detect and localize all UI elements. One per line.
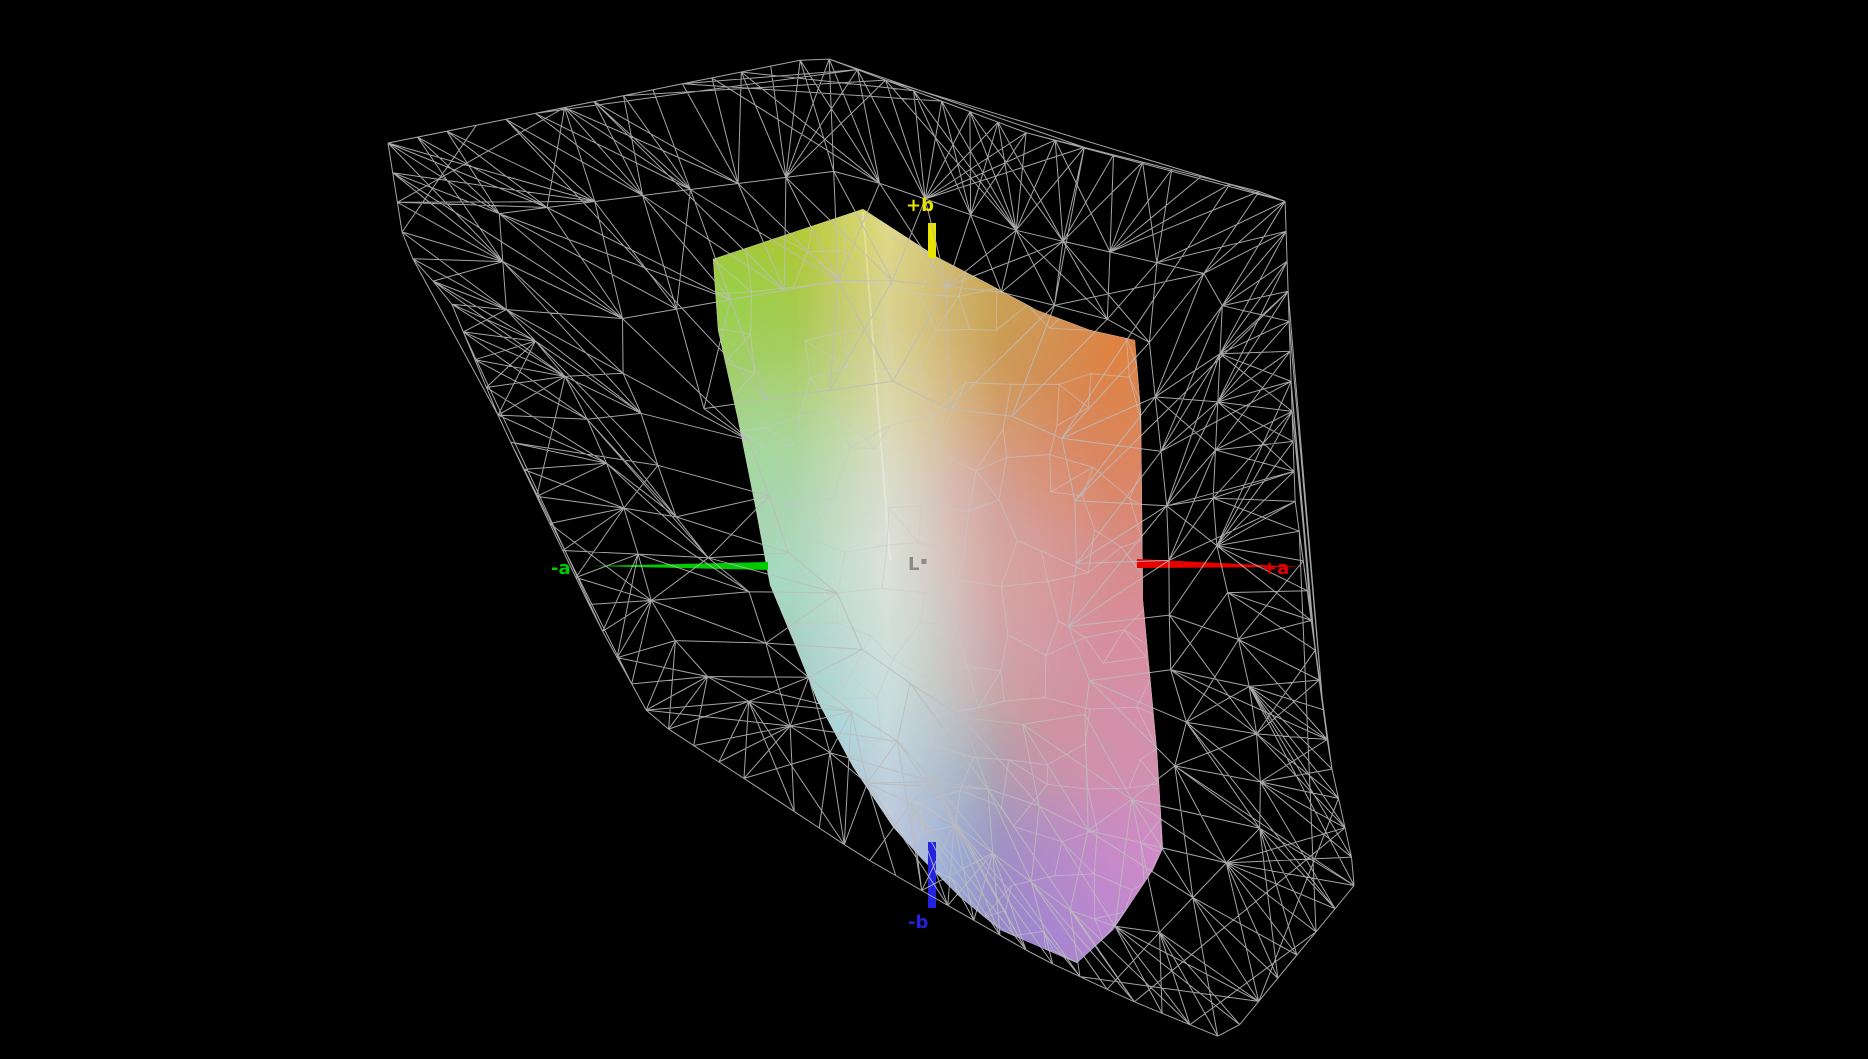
axis-bar-plus-a	[1137, 559, 1303, 568]
reference-gamut-wireframe	[387, 58, 1355, 1037]
axis-bar-minus-b	[928, 842, 936, 908]
axis-label-minus-b: -b	[908, 912, 929, 933]
axis-label-minus-a: -a	[551, 558, 571, 579]
lightness-star-marker: ▪	[920, 556, 928, 567]
axis-bar-minus-a	[592, 562, 768, 570]
axis-label-plus-b: +b	[906, 195, 934, 216]
axis-label-plus-a: +a	[1262, 558, 1290, 579]
lightness-letter: L	[908, 554, 920, 575]
display-gamut-mesh	[713, 214, 1162, 963]
axis-bars	[592, 223, 1303, 908]
axis-bar-plus-b	[928, 223, 936, 258]
axis-label-lightness: L▪	[908, 556, 927, 574]
